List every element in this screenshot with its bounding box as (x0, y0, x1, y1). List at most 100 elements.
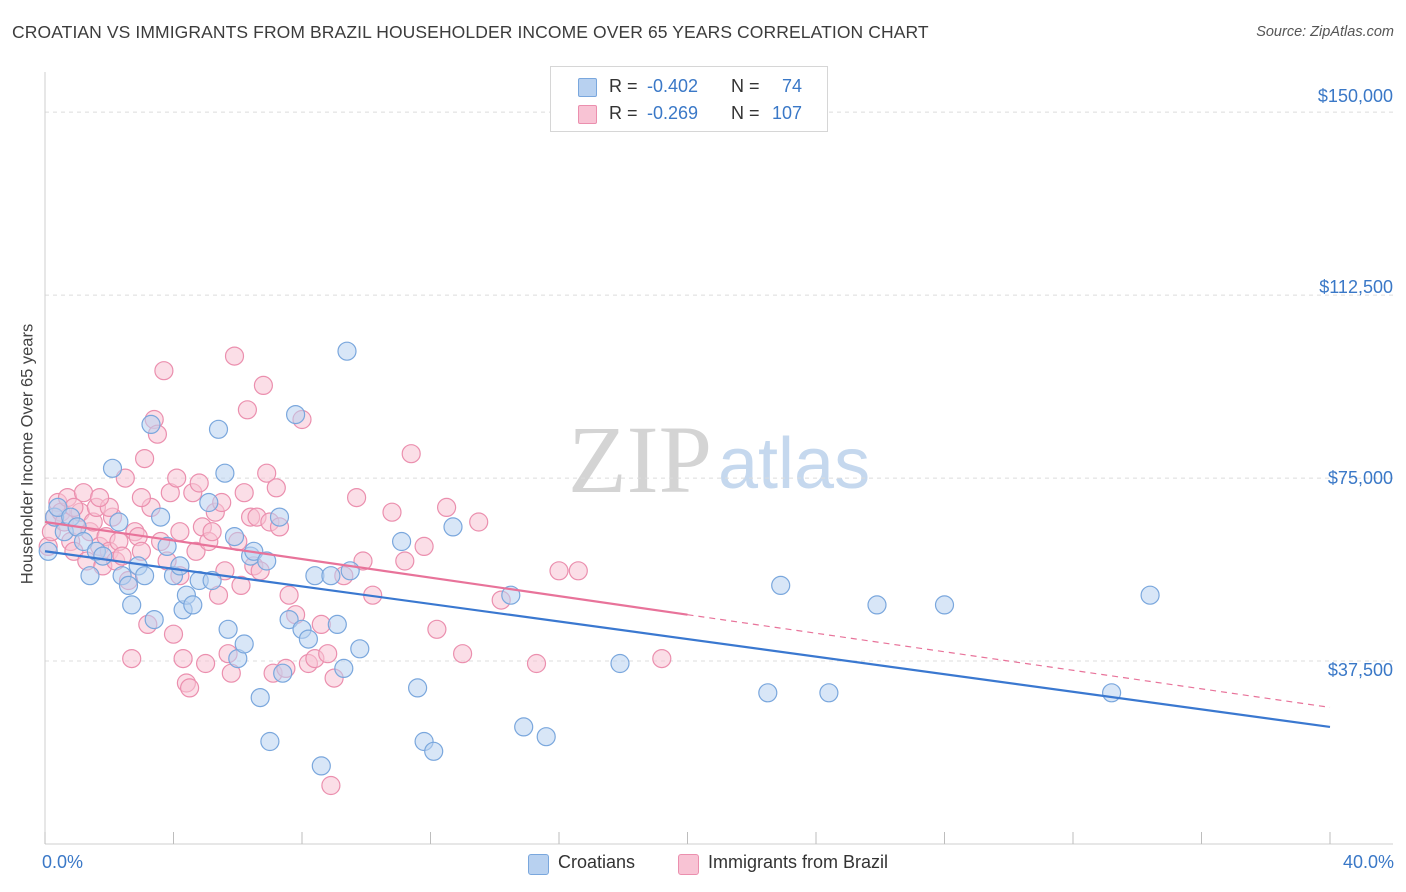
data-point (347, 488, 367, 508)
data-point (321, 775, 341, 796)
data-point (102, 458, 123, 478)
data-point (305, 566, 325, 586)
data-point (224, 526, 245, 547)
data-point (514, 717, 534, 737)
data-point (437, 497, 457, 517)
data-point (536, 727, 556, 747)
data-point (118, 575, 139, 596)
trend-line-brazil (44, 520, 688, 616)
data-point (144, 609, 164, 630)
data-point (199, 492, 219, 513)
data-point (154, 361, 174, 381)
data-point (163, 624, 184, 644)
data-point (321, 566, 341, 586)
data-point (234, 483, 254, 503)
data-point (934, 595, 955, 615)
data-point (122, 595, 142, 615)
data-point (135, 449, 155, 469)
data-point (318, 644, 338, 664)
swatch-pink (578, 105, 597, 124)
data-point (231, 575, 251, 596)
data-point (1140, 585, 1160, 605)
correlation-stats-box: R = -0.402 N = 74 R = -0.269 N = 107 (550, 66, 828, 132)
data-point (819, 683, 839, 703)
data-point (269, 507, 290, 527)
data-point (401, 444, 421, 464)
data-point (208, 419, 229, 439)
watermark: ZIP atlas (568, 406, 870, 513)
data-point (610, 653, 630, 674)
source-label: Source: ZipAtlas.com (1256, 24, 1394, 40)
data-point (218, 619, 238, 639)
data-point (266, 478, 286, 498)
n-label: N = (731, 76, 760, 96)
data-point (250, 687, 270, 708)
data-point (131, 488, 151, 508)
data-point (89, 488, 110, 508)
data-point (408, 678, 428, 698)
data-point (122, 648, 142, 669)
data-point (549, 561, 569, 581)
data-point (202, 570, 222, 591)
legend-swatch-blue (528, 854, 549, 875)
data-point (652, 648, 672, 669)
chart-title: CROATIAN VS IMMIGRANTS FROM BRAZIL HOUSE… (12, 22, 929, 42)
data-point (260, 731, 280, 752)
trend-line-brazil-extrapolated (687, 614, 1331, 708)
trend-line-croatians (44, 550, 1331, 728)
data-point (392, 531, 412, 552)
legend-swatch-pink (678, 854, 699, 875)
n-label: N = (731, 103, 760, 123)
data-point (253, 375, 273, 395)
data-point (183, 595, 203, 615)
data-point (286, 405, 306, 425)
stats-row-brazil: R = -0.269 N = 107 (551, 102, 827, 128)
data-point (311, 756, 331, 776)
data-point (257, 463, 277, 483)
watermark-zip: ZIP (568, 406, 712, 513)
data-point (771, 575, 791, 596)
data-point (526, 653, 547, 674)
data-point (186, 541, 206, 561)
trend-lines (44, 520, 1331, 728)
axes (44, 72, 1393, 845)
data-point (173, 648, 193, 669)
data-point (279, 609, 299, 630)
r-value: -0.269 (647, 103, 699, 123)
data-point (93, 546, 113, 566)
data-point (337, 341, 357, 361)
legend: Croatians Immigrants from Brazil (0, 852, 1406, 878)
legend-label: Immigrants from Brazil (708, 852, 889, 872)
data-point (215, 463, 235, 483)
data-point (234, 634, 254, 654)
legend-label: Croatians (558, 852, 636, 872)
data-point (73, 531, 94, 552)
data-point (141, 414, 161, 434)
data-point (273, 663, 293, 683)
r-label: R = (609, 103, 638, 123)
data-point (395, 551, 415, 571)
y-tick-label: $75,000 (1327, 468, 1393, 488)
data-point (237, 400, 257, 420)
data-point (115, 468, 135, 488)
data-point (170, 556, 190, 576)
x-tick-label: 40.0% (1342, 852, 1394, 872)
data-point (224, 346, 245, 366)
data-point (196, 653, 216, 674)
data-point (157, 536, 177, 557)
data-point (568, 561, 588, 581)
stats-row-croatians: R = -0.402 N = 74 (551, 75, 827, 101)
data-point (311, 614, 331, 635)
y-tick-label: $37,500 (1327, 660, 1393, 680)
data-point (170, 522, 190, 542)
data-point (202, 522, 222, 542)
data-point (453, 644, 473, 664)
data-point (353, 551, 373, 571)
data-point (443, 517, 463, 537)
n-value: 107 (771, 103, 802, 123)
x-tick-label: 0.0% (42, 852, 84, 872)
data-point (350, 639, 370, 659)
data-point (867, 595, 887, 615)
r-label: R = (609, 76, 638, 96)
